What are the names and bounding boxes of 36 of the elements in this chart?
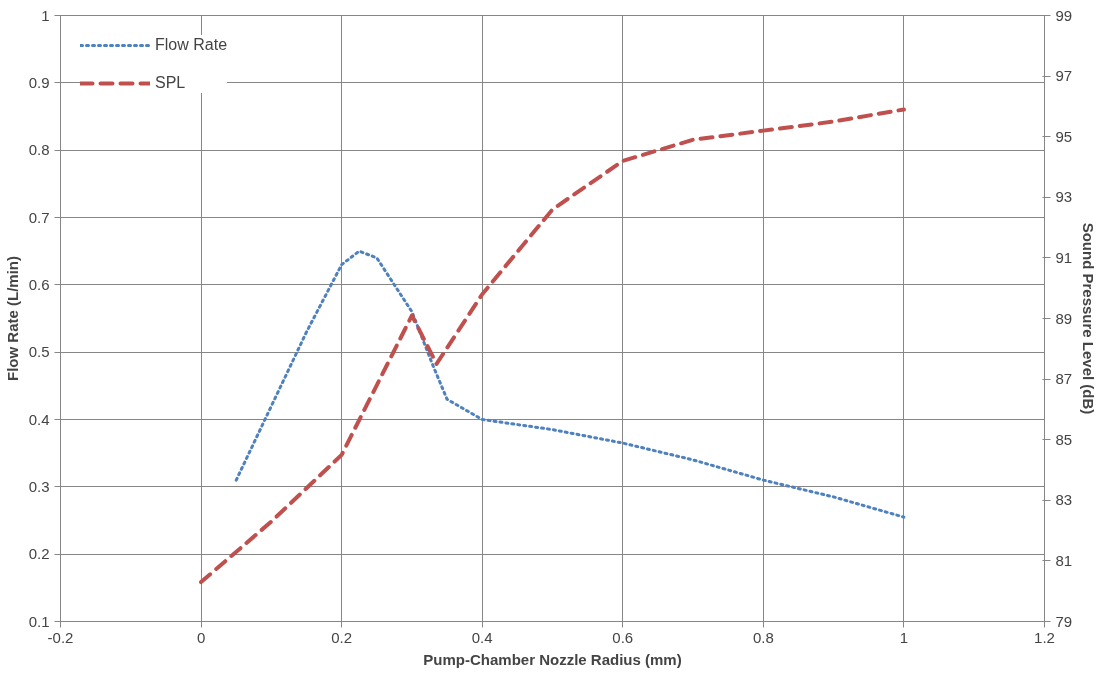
y-tick-label: 0.6: [28, 275, 50, 293]
x-tick-label: 1: [899, 628, 909, 646]
y-tick-label: 0.8: [28, 141, 50, 159]
y-tick-label: 0.2: [28, 545, 50, 563]
y-tick-label: 0.9: [28, 73, 50, 91]
y2-tick-label: 89: [1055, 309, 1073, 327]
y-tick-label: 0.4: [28, 410, 50, 428]
y2-tick-label: 85: [1055, 430, 1073, 448]
y2-tick-label: 99: [1055, 6, 1073, 24]
legend-label: Flow Rate: [155, 36, 228, 54]
y2-axis-title: Sound Pressure Level (dB): [1080, 222, 1098, 415]
y2-tick-label: 79: [1055, 612, 1073, 630]
y-axis-title: Flow Rate (L/min): [3, 256, 21, 381]
y2-tick-label: 97: [1055, 67, 1073, 85]
line-series: [199, 107, 906, 585]
legend-label: SPL: [155, 74, 186, 92]
x-tick-label: -0.2: [47, 628, 74, 646]
y-tick-label: 0.5: [28, 343, 50, 361]
x-tick-label: 1.2: [1034, 628, 1055, 646]
y2-tick-label: 81: [1055, 551, 1073, 569]
y-tick-label: 0.7: [28, 208, 50, 226]
y2-tick-label: 95: [1055, 127, 1073, 145]
y2-tick-label: 87: [1055, 370, 1073, 388]
x-tick-label: 0.2: [331, 628, 353, 646]
x-tick-label: 0: [196, 628, 206, 646]
y2-tick-label: 91: [1055, 248, 1073, 266]
y-tick-label: 0.3: [28, 477, 50, 495]
x-tick-label: 0.4: [471, 628, 493, 646]
y-tick-label: 1: [41, 6, 50, 24]
y2-tick-label: 93: [1055, 188, 1073, 206]
x-tick-label: 0.6: [612, 628, 634, 646]
y-tick-label: 0.1: [28, 612, 50, 630]
x-tick-label: 0.8: [752, 628, 774, 646]
x-axis-title: Pump-Chamber Nozzle Radius (mm): [423, 650, 682, 668]
y2-tick-label: 83: [1055, 491, 1073, 509]
line-series: [234, 249, 906, 519]
